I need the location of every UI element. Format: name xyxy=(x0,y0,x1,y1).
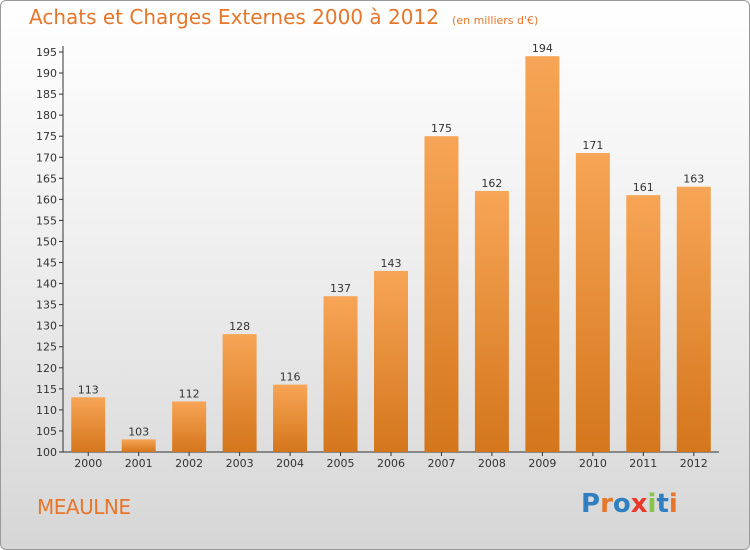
x-tick-label-2011: 2011 xyxy=(629,457,657,470)
y-tick-label: 170 xyxy=(36,151,57,164)
bar-2012 xyxy=(676,186,711,452)
x-tick-label-2008: 2008 xyxy=(478,457,506,470)
proxiti-logo: Proxiti xyxy=(581,489,678,519)
y-tick-label: 125 xyxy=(36,341,57,354)
y-tick-label: 115 xyxy=(36,383,57,396)
y-tick-label: 135 xyxy=(36,299,57,312)
bar-2004 xyxy=(273,384,308,452)
x-tick-label-2001: 2001 xyxy=(125,457,153,470)
logo-letter: i xyxy=(647,489,657,519)
data-label-2012: 163 xyxy=(683,173,704,186)
bar-2005 xyxy=(323,296,358,452)
bar-2006 xyxy=(374,270,408,452)
bar-2001 xyxy=(121,439,156,452)
commune-name: MEAULNE xyxy=(37,495,131,519)
bar-2003 xyxy=(222,334,257,452)
y-tick-label: 180 xyxy=(36,109,57,122)
data-label-2004: 116 xyxy=(280,371,301,384)
x-tick-label-2009: 2009 xyxy=(528,457,556,470)
data-label-2005: 137 xyxy=(330,282,351,295)
x-tick-label-2010: 2010 xyxy=(579,457,607,470)
data-label-2002: 112 xyxy=(179,387,200,400)
bar-2000 xyxy=(71,397,106,452)
y-tick-label: 105 xyxy=(36,425,57,438)
bar-2011 xyxy=(626,195,661,452)
x-tick-label-2005: 2005 xyxy=(327,457,355,470)
x-tick-label-2012: 2012 xyxy=(680,457,708,470)
y-tick-label: 110 xyxy=(36,404,57,417)
logo-letter: o xyxy=(612,489,631,519)
y-tick-label: 150 xyxy=(36,235,57,248)
x-tick-label-2002: 2002 xyxy=(175,457,203,470)
y-tick-label: 195 xyxy=(36,46,57,59)
y-tick-label: 130 xyxy=(36,320,57,333)
y-tick-label: 185 xyxy=(36,88,57,101)
chart-title: Achats et Charges Externes 2000 à 2012 xyxy=(29,5,439,29)
logo-letter: x xyxy=(630,489,648,519)
bar-2002 xyxy=(172,401,207,452)
bar-2009 xyxy=(525,56,560,453)
y-tick-label: 100 xyxy=(36,446,57,459)
logo-letter: t xyxy=(656,489,669,519)
x-tick-label-2003: 2003 xyxy=(226,457,254,470)
logo-letter: i xyxy=(668,489,678,519)
bar-2007 xyxy=(424,136,459,453)
data-label-2000: 113 xyxy=(78,383,99,396)
data-label-2003: 128 xyxy=(229,320,250,333)
data-label-2010: 171 xyxy=(582,139,603,152)
data-label-2007: 175 xyxy=(431,122,452,135)
x-tick-label-2007: 2007 xyxy=(427,457,455,470)
y-tick-label: 165 xyxy=(36,172,57,185)
x-tick-label-2000: 2000 xyxy=(74,457,102,470)
x-tick-label-2006: 2006 xyxy=(377,457,405,470)
data-label-2006: 143 xyxy=(381,257,402,270)
data-label-2009: 194 xyxy=(532,42,553,55)
data-label-2011: 161 xyxy=(633,181,654,194)
logo-letter: P xyxy=(581,489,601,519)
bar-2010 xyxy=(575,153,610,453)
y-tick-label: 175 xyxy=(36,130,57,143)
logo-letter: r xyxy=(600,489,613,519)
y-tick-label: 145 xyxy=(36,257,57,270)
title-row: Achats et Charges Externes 2000 à 2012 (… xyxy=(29,5,538,29)
y-tick-label: 190 xyxy=(36,67,57,80)
data-label-2001: 103 xyxy=(128,425,149,438)
y-tick-label: 120 xyxy=(36,362,57,375)
y-tick-label: 140 xyxy=(36,278,57,291)
x-tick-label-2004: 2004 xyxy=(276,457,304,470)
y-tick-label: 155 xyxy=(36,214,57,227)
data-label-2008: 162 xyxy=(481,177,502,190)
chart-subtitle: (en milliers d'€) xyxy=(452,14,539,27)
y-tick-label: 160 xyxy=(36,193,57,206)
bar-2008 xyxy=(474,190,509,452)
